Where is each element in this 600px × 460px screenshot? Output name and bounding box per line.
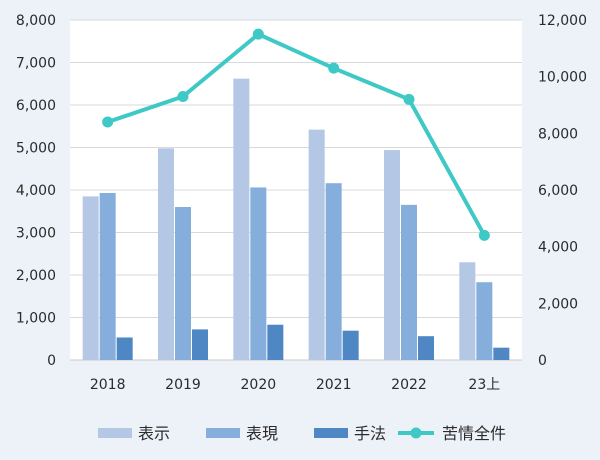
bar-表示-23上 (459, 262, 476, 360)
y-right-tick-label: 12,000 (538, 13, 587, 29)
legend-swatch-手法 (314, 428, 348, 438)
bars (82, 78, 510, 361)
y-right-tick-label: 8,000 (538, 126, 578, 142)
y-left-tick-label: 6,000 (16, 98, 56, 114)
line-point-苦情全件-2018 (102, 116, 114, 128)
bar-表現-23上 (476, 282, 493, 360)
y-left-tick-label: 5,000 (16, 141, 56, 157)
bar-表現-2021 (325, 183, 342, 360)
legend-label: 手法 (354, 424, 386, 443)
legend-swatch-表示 (98, 428, 132, 438)
bar-表現-2018 (99, 192, 116, 360)
line-point-苦情全件-2019 (177, 91, 189, 102)
y-left-tick-label: 3,000 (16, 226, 56, 242)
bar-表現-2020 (250, 187, 267, 360)
bar-表示-2021 (308, 129, 325, 360)
bar-表現-2019 (175, 207, 191, 360)
y-right-tick-label: 2,000 (538, 296, 578, 312)
legend-label: 苦情全件 (442, 424, 506, 443)
legend-label: 表示 (138, 424, 170, 443)
y-left-tick-label: 4,000 (16, 183, 56, 199)
bar-手法-23上 (493, 347, 510, 360)
x-tick-label: 2020 (241, 377, 277, 393)
y-left-tick-label: 2,000 (16, 268, 56, 284)
line-point-苦情全件-2022 (403, 93, 415, 105)
x-tick-label: 23上 (468, 377, 500, 393)
y-right-tick-label: 4,000 (538, 240, 578, 256)
bar-表示-2020 (233, 78, 250, 361)
y-right-tick-label: 6,000 (538, 183, 578, 199)
line-series (102, 28, 490, 241)
legend-swatch-表現 (206, 428, 240, 438)
bar-表現-2022 (401, 204, 417, 360)
y-right-tick-label: 10,000 (538, 70, 587, 86)
bar-手法-2020 (267, 324, 284, 360)
y-right-tick-label: 0 (538, 353, 547, 369)
y-left-tick-label: 7,000 (16, 56, 56, 72)
x-tick-label: 2022 (391, 377, 427, 393)
y-left-tick-label: 0 (47, 353, 56, 369)
x-tick-label: 2018 (90, 377, 126, 393)
bar-手法-2022 (418, 336, 434, 360)
axes: 0 1,000 2,000 3,000 4,000 5,000 6,000 7,000 8,00… (16, 13, 587, 393)
bar-手法-2019 (192, 329, 208, 360)
line-point-苦情全件-2020 (252, 28, 264, 40)
bar-表示-2022 (384, 150, 400, 360)
line-苦情全件 (107, 32, 487, 237)
x-tick-label: 2019 (165, 377, 201, 393)
gridlines (70, 19, 522, 361)
line-point-苦情全件-2021 (328, 62, 340, 74)
legend-marker-苦情全件 (410, 427, 422, 439)
y-left-tick-label: 1,000 (16, 311, 56, 327)
bar-手法-2021 (342, 330, 359, 360)
legend-label: 表現 (246, 424, 278, 443)
bar-手法-2018 (116, 337, 133, 360)
legend: 表示 表現 手法 苦情全件 (98, 424, 506, 443)
x-tick-label: 2021 (316, 377, 352, 393)
bar-表示-2019 (158, 148, 174, 360)
line-point-苦情全件-23上 (478, 229, 490, 241)
bar-表示-2018 (82, 196, 99, 360)
y-left-tick-label: 8,000 (16, 13, 56, 29)
